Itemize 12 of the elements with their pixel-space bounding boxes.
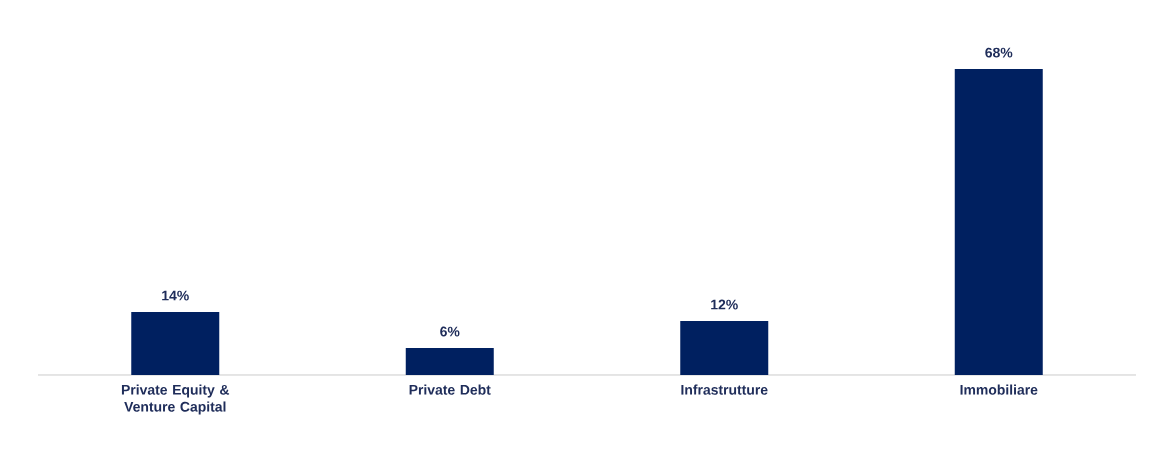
bar bbox=[405, 347, 494, 375]
bar bbox=[954, 69, 1043, 375]
x-tick-label: Infrastrutture bbox=[681, 384, 768, 395]
bar bbox=[680, 321, 769, 375]
x-tick-label: Immobiliare bbox=[960, 384, 1038, 395]
x-tick-label: Private Equity & Venture Capital bbox=[121, 384, 230, 415]
bar bbox=[131, 312, 220, 375]
data-label: 68% bbox=[985, 47, 1013, 58]
data-label: 12% bbox=[711, 299, 738, 310]
x-tick-label: Private Debt bbox=[409, 384, 491, 395]
data-label: 6% bbox=[440, 326, 460, 337]
data-label: 14% bbox=[162, 290, 189, 301]
